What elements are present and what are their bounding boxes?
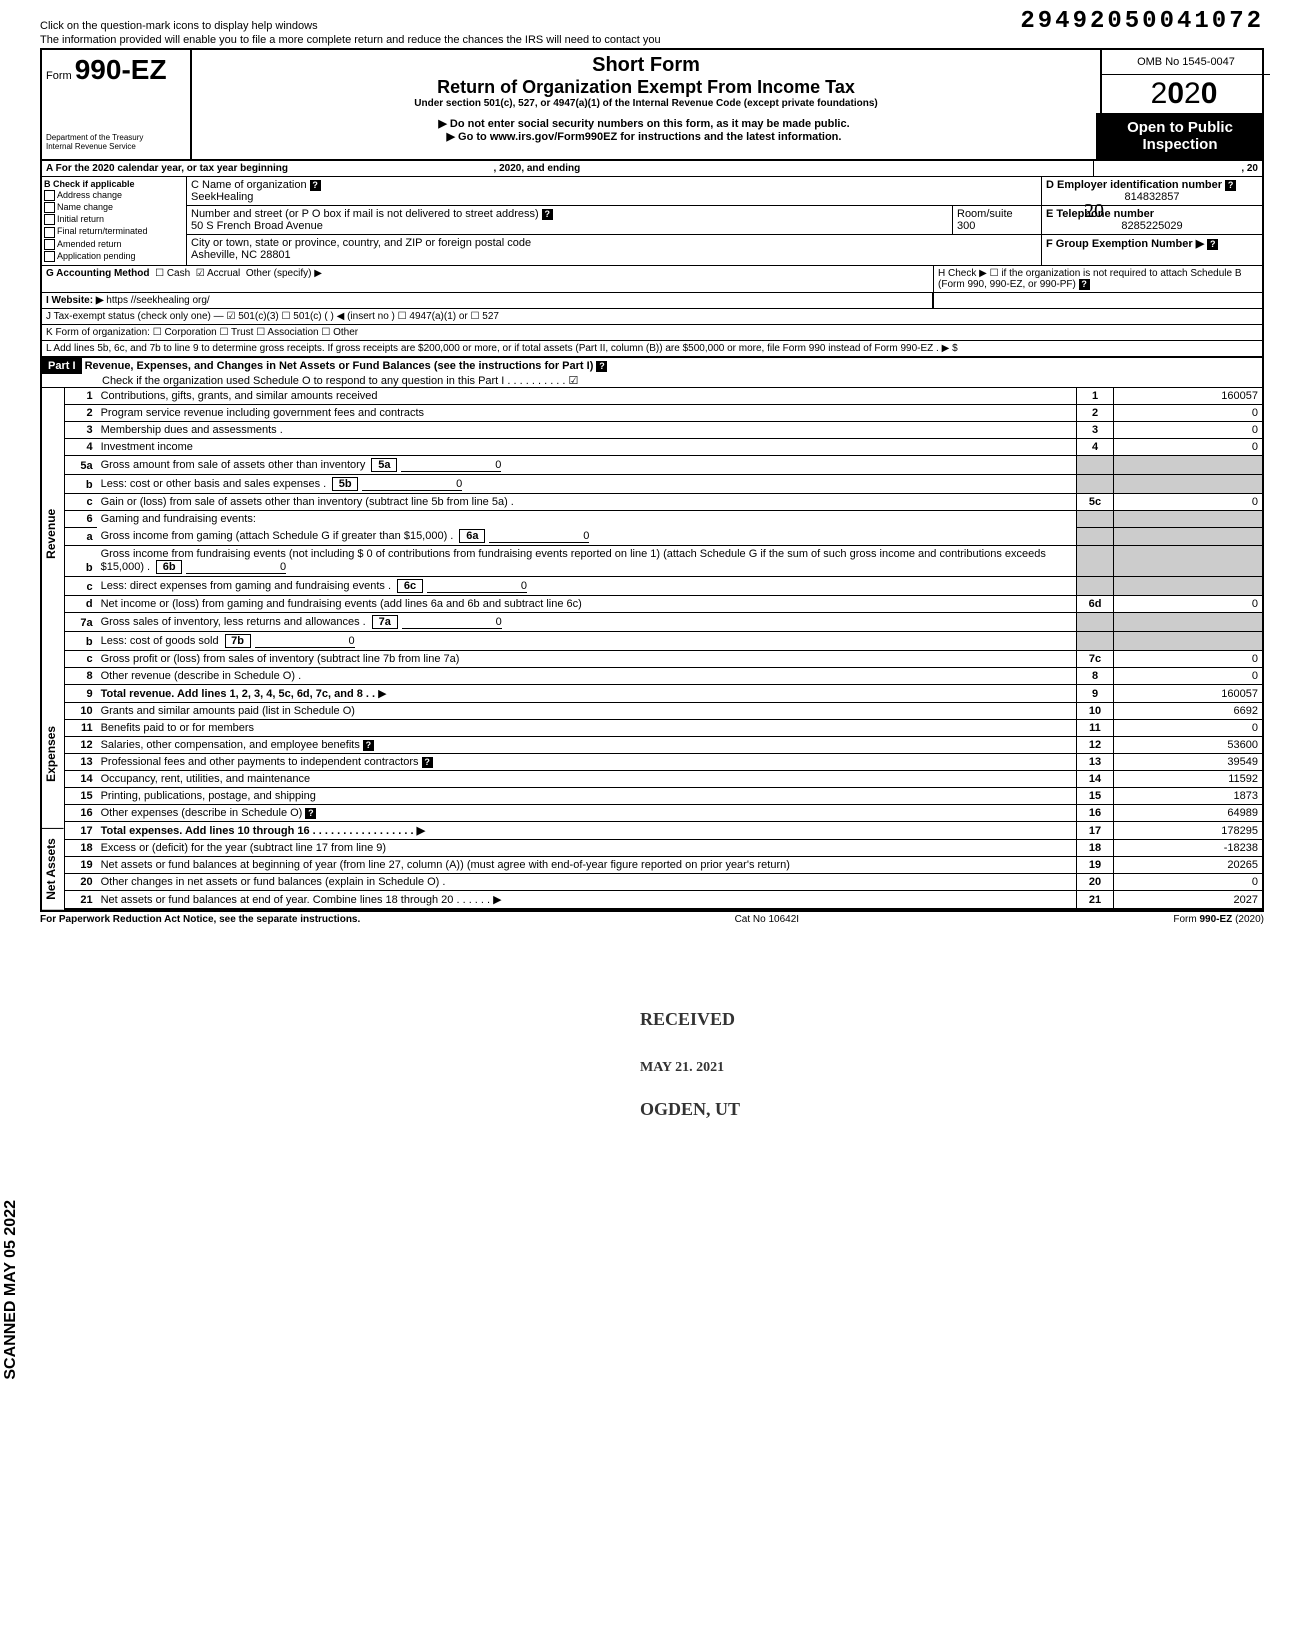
form-prefix: Form: [46, 70, 72, 82]
help-icon[interactable]: ?: [1207, 239, 1218, 250]
org-ein: 814832857: [1046, 191, 1258, 203]
line-a-end2: , 20: [1094, 161, 1262, 176]
help-icon[interactable]: ?: [422, 757, 433, 768]
g-cash: Cash: [167, 268, 190, 279]
chk-app-label: Application pending: [57, 251, 136, 261]
help-icon[interactable]: ?: [310, 180, 321, 191]
instr-warn: ▶ Do not enter social security numbers o…: [196, 117, 1092, 130]
g-label: G Accounting Method: [46, 268, 150, 279]
stamp-received: RECEIVED: [640, 1010, 735, 1030]
form-under: Under section 501(c), 527, or 4947(a)(1)…: [196, 98, 1096, 109]
footer-right: Form 990-EZ (2020): [1173, 914, 1264, 925]
form-title-2: Return of Organization Exempt From Incom…: [196, 77, 1096, 98]
part1-label: Part I: [42, 358, 82, 374]
footer-left: For Paperwork Reduction Act Notice, see …: [40, 914, 360, 925]
scanned-label: SCANNED MAY 05 2022: [2, 1200, 20, 1380]
top-instruction-2: The information provided will enable you…: [40, 34, 1264, 46]
chk-amend-label: Amended return: [57, 239, 122, 249]
city-label: City or town, state or province, country…: [191, 237, 531, 249]
help-icon[interactable]: ?: [542, 209, 553, 220]
j-text: J Tax-exempt status (check only one) — ☑…: [42, 309, 1262, 324]
k-row: K Form of organization: ☐ Corporation ☐ …: [40, 325, 1264, 341]
footer-mid: Cat No 10642I: [735, 914, 800, 925]
org-info-row: B Check if applicable Address change Nam…: [40, 177, 1264, 266]
section-revenue: Revenue: [42, 388, 64, 680]
stamp-ogden: OGDEN, UT: [640, 1100, 740, 1120]
addr-label: Number and street (or P O box if mail is…: [191, 208, 539, 220]
part1-row: Part I Revenue, Expenses, and Changes in…: [40, 358, 1264, 388]
l-row: L Add lines 5b, 6c, and 7b to line 9 to …: [40, 341, 1264, 358]
lines-table: 1Contributions, gifts, grants, and simil…: [64, 388, 1264, 911]
section-netassets: Net Assets: [42, 829, 64, 911]
website: https //seekhealing org/: [106, 295, 209, 306]
omb-number: OMB No 1545-0047: [1102, 50, 1270, 75]
d-label: D Employer identification number: [1046, 179, 1222, 191]
chk-name-label: Name change: [57, 202, 113, 212]
help-icon[interactable]: ?: [596, 361, 607, 372]
dln-number: 29492050041072: [1020, 8, 1264, 35]
org-addr: 50 S French Broad Avenue: [191, 220, 323, 232]
chk-name[interactable]: [44, 202, 55, 213]
org-room: 300: [957, 220, 975, 232]
chk-amend[interactable]: [44, 239, 55, 250]
tax-year-row: A For the 2020 calendar year, or tax yea…: [40, 161, 1264, 177]
line-a: A For the 2020 calendar year, or tax yea…: [46, 163, 288, 174]
l-text: L Add lines 5b, 6c, and 7b to line 9 to …: [42, 341, 1262, 356]
j-row: J Tax-exempt status (check only one) — ☑…: [40, 309, 1264, 325]
sub-header: Department of the Treasury Internal Reve…: [40, 113, 1264, 161]
g-other: Other (specify) ▶: [246, 268, 322, 279]
g-row: G Accounting Method ☐ Cash ☑ Accrual Oth…: [40, 266, 1264, 293]
dept-2: Internal Revenue Service: [46, 142, 186, 151]
line-a-ending: , 2020, and ending: [494, 163, 581, 174]
k-text: K Form of organization: ☐ Corporation ☐ …: [42, 325, 1262, 340]
chk-init-label: Initial return: [57, 214, 104, 224]
form-title-1: Short Form: [196, 54, 1096, 77]
org-phone: 8285225029: [1046, 220, 1258, 232]
part1-title: Revenue, Expenses, and Changes in Net As…: [85, 360, 594, 372]
chk-addr-label: Address change: [57, 190, 122, 200]
check-b: B Check if applicable: [44, 179, 135, 189]
handwrite-20: 20: [1084, 200, 1104, 223]
footer: For Paperwork Reduction Act Notice, see …: [40, 910, 1264, 925]
h-text: H Check ▶ ☐ if the organization is not r…: [938, 268, 1242, 290]
f-label: F Group Exemption Number ▶: [1046, 238, 1204, 250]
section-expenses: Expenses: [42, 680, 64, 829]
i-row: I Website: ▶ https //seekhealing org/: [40, 293, 1264, 309]
g-accrual: Accrual: [207, 268, 240, 279]
chk-init[interactable]: [44, 214, 55, 225]
room-label: Room/suite: [957, 208, 1013, 220]
instr-goto: ▶ Go to www.irs.gov/Form990EZ for instru…: [196, 130, 1092, 143]
form-header: Form 990-EZ Short Form Return of Organiz…: [40, 48, 1264, 113]
form-number: 990-EZ: [75, 54, 167, 85]
org-city: Asheville, NC 28801: [191, 249, 291, 261]
help-icon[interactable]: ?: [1079, 279, 1090, 290]
help-icon[interactable]: ?: [305, 808, 316, 819]
open-inspection: Open to Public Inspection: [1098, 113, 1262, 159]
dept-1: Department of the Treasury: [46, 133, 186, 142]
tax-year: 2020: [1102, 75, 1266, 113]
stamp-date: MAY 21. 2021: [640, 1060, 724, 1075]
chk-final[interactable]: [44, 227, 55, 238]
chk-app[interactable]: [44, 251, 55, 262]
help-icon[interactable]: ?: [1225, 180, 1236, 191]
help-icon[interactable]: ?: [363, 740, 374, 751]
chk-addr[interactable]: [44, 190, 55, 201]
i-label: I Website: ▶: [46, 295, 104, 306]
chk-final-label: Final return/terminated: [57, 226, 148, 236]
org-name: SeekHealing: [191, 191, 253, 203]
part1-check: Check if the organization used Schedule …: [102, 375, 578, 387]
c-label: C Name of organization: [191, 179, 307, 191]
